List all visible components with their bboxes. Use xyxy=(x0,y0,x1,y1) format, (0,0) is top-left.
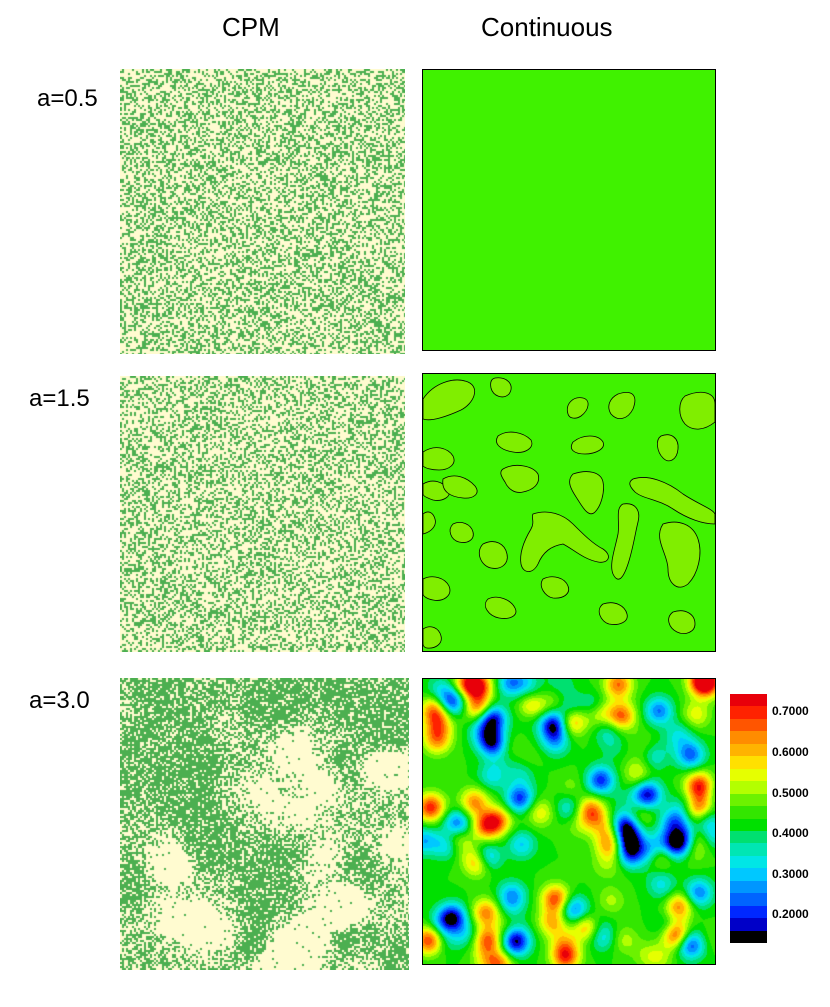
contour-patch xyxy=(598,602,628,625)
colorbar-segment xyxy=(730,830,767,844)
contour-patch xyxy=(423,379,476,421)
cpm-panel-a05 xyxy=(120,69,405,354)
continuous-panel-a05 xyxy=(422,69,716,351)
contour-patch xyxy=(569,471,604,515)
contour-patch xyxy=(570,435,604,455)
colorbar-segment xyxy=(730,694,767,707)
colorbar-label-0700: 0.7000 xyxy=(772,704,809,718)
uniform-field xyxy=(423,70,715,350)
contour-patch xyxy=(668,610,696,634)
continuous-panel-a30 xyxy=(422,678,716,965)
heatmap-field xyxy=(423,679,715,964)
contour-patch xyxy=(423,626,442,649)
colorbar-segment xyxy=(730,905,767,919)
colorbar xyxy=(730,694,767,944)
colorbar-label-0300: 0.3000 xyxy=(772,867,809,881)
cpm-lattice-a05 xyxy=(120,69,405,354)
colorbar-segment xyxy=(730,731,767,745)
contour-patch xyxy=(496,431,533,453)
contour-patch xyxy=(423,511,436,535)
contour-patch xyxy=(659,521,701,588)
continuous-panel-a15 xyxy=(422,373,716,652)
contour-patch xyxy=(423,480,450,501)
row-label-a30: a=3.0 xyxy=(29,687,90,714)
colorbar-segment xyxy=(730,781,767,795)
contour-patch xyxy=(520,511,609,572)
column-title-continuous: Continuous xyxy=(481,12,613,42)
colorbar-segment xyxy=(730,918,767,932)
colorbar-segment xyxy=(730,893,767,907)
row-label-a05: a=0.5 xyxy=(37,85,98,112)
cpm-panel-a30 xyxy=(120,678,409,970)
contour-patch xyxy=(423,576,451,601)
colorbar-segment xyxy=(730,743,767,757)
row-label-a15: a=1.5 xyxy=(29,385,90,412)
contour-patch xyxy=(423,447,455,471)
colorbar-segment xyxy=(730,843,767,857)
colorbar-label-0200: 0.2000 xyxy=(772,907,809,921)
contour-patch xyxy=(478,541,508,569)
colorbar-segment xyxy=(730,756,767,770)
contour-patch xyxy=(679,391,715,430)
colorbar-label-0600: 0.6000 xyxy=(772,745,809,759)
contour-patch xyxy=(449,522,474,543)
contour-patch xyxy=(442,475,478,499)
colorbar-segment xyxy=(730,718,767,732)
contour-patch xyxy=(611,503,640,580)
colorbar-segment xyxy=(730,855,767,869)
column-title-cpm: CPM xyxy=(222,12,280,42)
contour-patch xyxy=(484,596,517,619)
colorbar-segment xyxy=(730,768,767,782)
cpm-lattice-a15 xyxy=(120,376,405,652)
cpm-lattice-a30 xyxy=(120,678,409,970)
colorbar-label-0400: 0.4000 xyxy=(772,826,809,840)
cpm-panel-a15 xyxy=(120,376,405,652)
colorbar-label-0500: 0.5000 xyxy=(772,786,809,800)
contour-patch xyxy=(657,434,679,462)
contour-field xyxy=(423,374,715,651)
colorbar-segment xyxy=(730,868,767,882)
colorbar-segment xyxy=(730,806,767,819)
contour-patch xyxy=(490,377,512,398)
contour-patch xyxy=(629,477,715,525)
colorbar-segment xyxy=(730,706,767,720)
contour-patch xyxy=(566,397,589,419)
colorbar-segment xyxy=(730,880,767,894)
contour-patch xyxy=(540,576,570,599)
contour-patches xyxy=(423,377,715,649)
contour-patch xyxy=(500,464,540,493)
contour-patch xyxy=(608,392,636,419)
colorbar-segment xyxy=(730,930,767,944)
colorbar-segment xyxy=(730,818,767,832)
colorbar-segment xyxy=(730,793,767,807)
